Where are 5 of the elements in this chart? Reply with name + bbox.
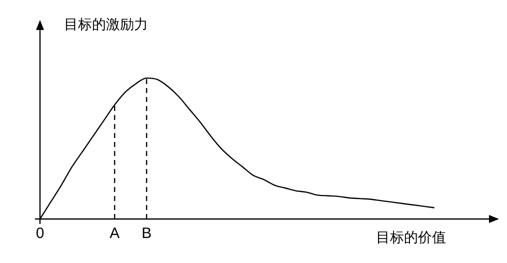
x-tick-label: A — [110, 225, 120, 242]
x-tick-label: B — [142, 225, 152, 242]
x-axis-title: 目标的价值 — [376, 229, 446, 247]
y-axis-title: 目标的激励力 — [64, 16, 148, 34]
x-tick-label: 0 — [36, 225, 44, 242]
